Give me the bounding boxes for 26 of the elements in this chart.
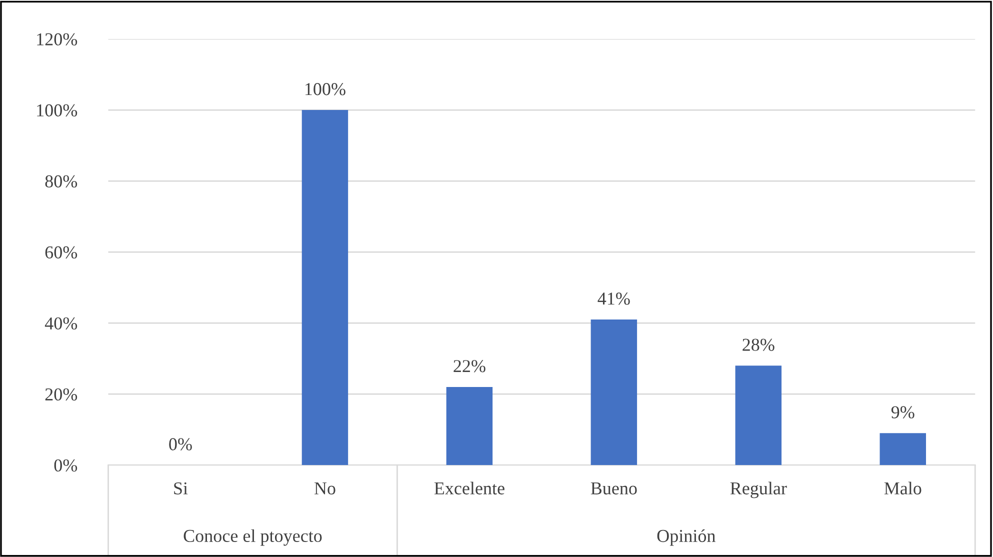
y-tick-label: 40% [44, 317, 78, 330]
data-label: 0% [169, 438, 192, 450]
text: Conoce el ptoyecto [184, 529, 322, 546]
data-label: 9% [891, 406, 914, 418]
y-tick-label: 0% [54, 459, 78, 472]
data-label: 41% [598, 292, 630, 305]
y-tick-label: 80% [45, 175, 78, 188]
bar [880, 433, 926, 466]
x-tick-label: Malo [884, 482, 922, 494]
text: Opinión [657, 529, 716, 546]
x-tick-label: Bueno [590, 482, 637, 494]
data-label: 28% [742, 338, 774, 351]
x-tick-label: No [314, 482, 336, 494]
x-tick-label: Excelente [434, 482, 504, 494]
bar [302, 110, 348, 466]
bar [735, 366, 782, 466]
data-label: 22% [454, 360, 486, 372]
y-tick-label: 120% [37, 33, 78, 46]
y-tick-label: 100% [37, 104, 78, 117]
data-label: 100% [305, 83, 346, 96]
bar [590, 320, 638, 466]
x-tick-label: Regular [730, 482, 787, 498]
x-tick-label: Si [174, 482, 188, 494]
bar [446, 386, 493, 466]
y-tick-label: 60% [45, 246, 78, 259]
y-tick-label: 20% [45, 388, 78, 401]
